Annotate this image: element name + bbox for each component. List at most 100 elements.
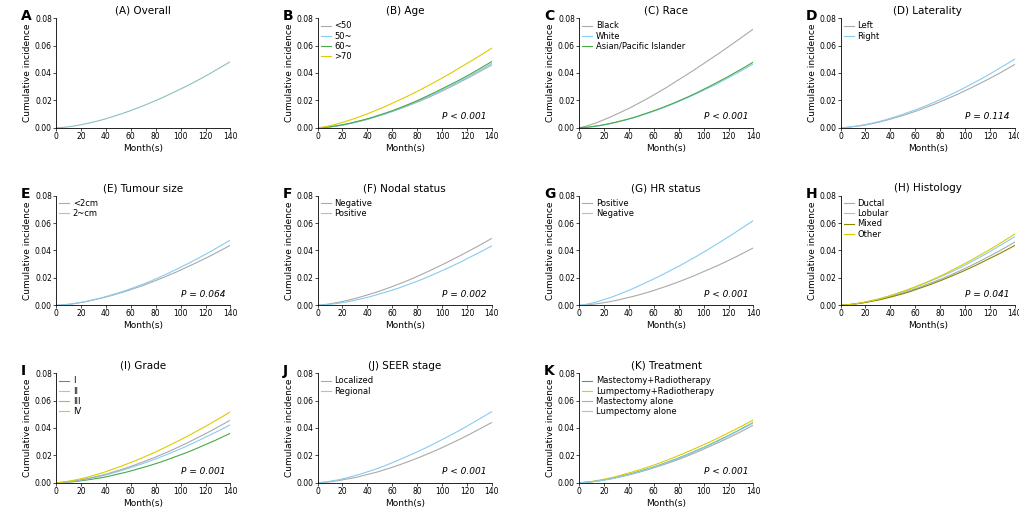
Line: 2~cm: 2~cm (56, 240, 230, 305)
Lumpectomy alone (715, 436, 728, 442)
Regional (485, 408, 497, 415)
Mixed (928, 280, 941, 286)
>70 (453, 64, 466, 71)
Right (1008, 56, 1019, 62)
Positive (485, 243, 497, 249)
Positive (394, 284, 407, 291)
Negative (676, 261, 688, 267)
Lobular (916, 281, 928, 287)
Mastectomy+Radiotherapy (747, 419, 759, 426)
Negative (743, 220, 755, 226)
Line: II: II (56, 425, 230, 483)
Ductal (916, 283, 928, 289)
I (133, 466, 146, 472)
Negative (656, 271, 668, 278)
Text: P = 0.002: P = 0.002 (442, 290, 486, 298)
Legend: Mastectomy+Radiotherapy, Lumpectomy+Radiotherapy, Mastectomy alone, Lumpectomy a: Mastectomy+Radiotherapy, Lumpectomy+Radi… (581, 376, 714, 417)
Y-axis label: Cumulative incidence: Cumulative incidence (807, 24, 816, 122)
White (655, 105, 667, 112)
Lumpectomy alone (676, 453, 688, 459)
X-axis label: Month(s): Month(s) (123, 499, 163, 508)
Ductal (937, 275, 950, 281)
Localized (481, 421, 493, 428)
Overall (224, 59, 236, 65)
Right (834, 125, 846, 131)
Negative (747, 217, 759, 224)
Line: IV: IV (56, 412, 230, 483)
Line: Positive: Positive (579, 248, 753, 305)
II (144, 458, 156, 464)
60~ (406, 100, 418, 106)
Overall (50, 125, 62, 131)
IV (144, 451, 156, 457)
Left (917, 105, 929, 111)
Line: <2cm: <2cm (56, 245, 230, 305)
<2cm (220, 244, 232, 251)
X-axis label: Month(s): Month(s) (384, 144, 424, 153)
Positive (676, 277, 688, 283)
Lumpectomy+Radiotherapy (655, 459, 667, 465)
Text: D: D (805, 9, 816, 23)
Y-axis label: Cumulative incidence: Cumulative incidence (23, 379, 33, 477)
Positive (747, 245, 759, 251)
II (220, 424, 232, 430)
Right (976, 75, 988, 81)
Lumpectomy+Radiotherapy (747, 417, 759, 423)
60~ (481, 61, 493, 67)
<2cm (133, 283, 146, 290)
Negative (666, 266, 679, 272)
I (132, 466, 145, 472)
50~ (406, 100, 418, 106)
X-axis label: Month(s): Month(s) (646, 499, 686, 508)
Legend: Positive, Negative: Positive, Negative (581, 198, 634, 219)
Mastectomy+Radiotherapy (715, 436, 728, 442)
<2cm (50, 302, 62, 308)
IV (224, 408, 236, 415)
Mixed (834, 302, 846, 308)
II (133, 461, 146, 468)
Localized (406, 457, 418, 463)
Localized (485, 419, 497, 426)
Right (917, 103, 929, 110)
Text: P < 0.001: P < 0.001 (442, 467, 486, 476)
White (715, 78, 728, 84)
Negative (485, 235, 497, 241)
Other (1004, 234, 1016, 240)
Black (655, 87, 667, 93)
Text: G: G (544, 187, 555, 201)
Text: E: E (21, 187, 31, 201)
50~ (481, 63, 493, 69)
II (154, 454, 166, 460)
Y-axis label: Cumulative incidence: Cumulative incidence (23, 201, 33, 299)
Regional (406, 451, 418, 457)
Localized (311, 480, 323, 486)
Line: White: White (579, 64, 753, 128)
Regional (395, 456, 408, 462)
Lumpectomy alone (656, 461, 668, 467)
Text: J: J (282, 364, 287, 378)
Mixed (976, 258, 988, 265)
Lumpectomy+Radiotherapy (656, 459, 668, 465)
Line: Other: Other (840, 234, 1014, 305)
Overall (132, 104, 145, 111)
Positive (656, 284, 668, 291)
Title: (H) Histology: (H) Histology (893, 184, 961, 194)
<50 (311, 125, 323, 131)
Lobular (1008, 234, 1019, 240)
Left (916, 105, 928, 112)
60~ (415, 95, 427, 102)
Y-axis label: Cumulative incidence: Cumulative incidence (284, 379, 293, 477)
Text: P = 0.001: P = 0.001 (180, 467, 225, 476)
Lobular (928, 276, 941, 282)
Left (834, 125, 846, 131)
Negative (715, 238, 728, 244)
60~ (395, 104, 408, 110)
Other (976, 250, 988, 256)
Lumpectomy+Radiotherapy (715, 433, 728, 439)
50~ (453, 78, 466, 84)
Negative (655, 272, 667, 278)
Title: (I) Grade: (I) Grade (120, 361, 166, 371)
Right (916, 104, 928, 110)
Lumpectomy alone (743, 422, 755, 428)
Ductal (917, 282, 929, 289)
